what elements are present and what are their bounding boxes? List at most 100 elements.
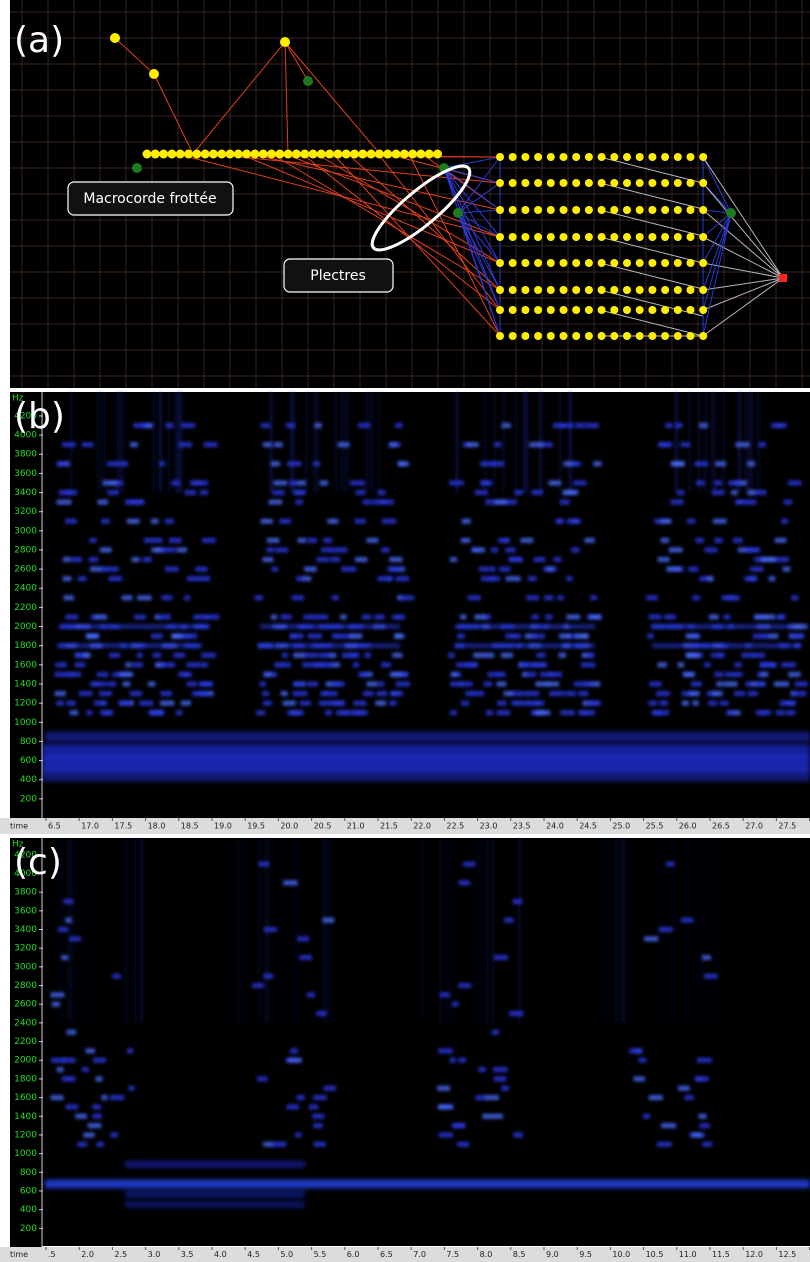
partial	[260, 518, 273, 524]
partial	[501, 423, 511, 429]
y-tick-label: 800	[20, 737, 37, 747]
link	[443, 167, 501, 337]
partial	[566, 614, 581, 620]
y-tick-label: 1000	[14, 718, 37, 728]
partial	[590, 595, 597, 601]
partial	[493, 1076, 507, 1082]
grid-node	[534, 259, 543, 267]
partial	[684, 1095, 694, 1101]
partial	[287, 461, 302, 467]
partial	[306, 681, 319, 687]
partial	[195, 566, 208, 572]
partial	[526, 595, 539, 601]
string-node	[399, 149, 409, 159]
x-tick-label: 9.5	[579, 1250, 592, 1259]
partial	[374, 614, 385, 620]
partial	[697, 1057, 712, 1063]
grid-node	[572, 332, 581, 340]
partial	[479, 566, 489, 572]
partial	[457, 633, 465, 639]
grid-node	[661, 286, 670, 294]
y-tick-label: 2200	[14, 603, 37, 613]
partial	[51, 1001, 60, 1007]
partial	[494, 499, 507, 505]
partial	[540, 671, 547, 677]
partial	[103, 710, 112, 716]
partial	[303, 614, 314, 620]
y-axis-bg	[10, 838, 42, 1247]
partial	[696, 480, 705, 486]
string-node	[341, 149, 351, 159]
grid-node	[496, 332, 504, 340]
string-node	[391, 149, 401, 159]
string-node	[374, 149, 384, 159]
partial	[266, 537, 280, 543]
partial	[752, 633, 765, 639]
grid-node	[635, 233, 644, 241]
partial	[100, 700, 108, 706]
partial	[160, 691, 173, 697]
grid-node	[508, 259, 517, 267]
grid-node	[686, 206, 695, 214]
partial	[322, 917, 335, 923]
partial	[318, 652, 331, 658]
partial	[201, 652, 216, 658]
y-tick-label: 1400	[14, 679, 37, 689]
string-node	[350, 149, 359, 159]
grid-node	[496, 206, 504, 214]
partial	[680, 442, 691, 448]
partial	[736, 499, 743, 505]
partial	[527, 700, 541, 706]
string-node	[424, 149, 434, 159]
partial	[65, 671, 75, 677]
partial	[297, 537, 307, 543]
partial	[271, 566, 279, 572]
partial	[262, 691, 269, 697]
link	[702, 212, 732, 311]
string-node	[325, 149, 335, 159]
partial	[587, 652, 595, 658]
partial	[126, 518, 140, 524]
partial	[699, 1123, 710, 1129]
partial	[98, 691, 112, 697]
partial	[65, 917, 72, 923]
link	[192, 41, 286, 155]
partial	[533, 557, 546, 563]
grid-node	[559, 259, 568, 267]
partial	[256, 1076, 268, 1082]
link	[702, 277, 784, 311]
partial	[437, 1085, 450, 1091]
partial	[501, 1085, 509, 1091]
partial	[685, 652, 700, 658]
partial	[333, 700, 344, 706]
partial	[304, 566, 317, 572]
grid-node	[623, 206, 631, 214]
partial	[704, 547, 718, 553]
link	[702, 212, 732, 337]
y-tick-label: 4200	[14, 850, 37, 860]
partial	[173, 652, 186, 658]
link	[334, 155, 501, 337]
partial	[285, 423, 295, 429]
partial	[452, 1123, 466, 1129]
x-tick-label: 3.5	[181, 1250, 194, 1259]
x-tick-label: 3.0	[148, 1250, 161, 1259]
grid-node	[661, 206, 670, 214]
grid-node	[648, 206, 657, 214]
grid-node	[686, 153, 695, 161]
partial	[142, 423, 152, 429]
partial	[520, 662, 528, 668]
partial	[62, 624, 202, 630]
partial	[733, 671, 743, 677]
partial	[648, 1095, 663, 1101]
partial	[750, 566, 764, 572]
grid-node	[673, 179, 682, 187]
partial	[644, 936, 658, 942]
y-tick-label: 800	[20, 1168, 37, 1178]
partial	[136, 652, 143, 658]
low-band	[45, 1161, 810, 1208]
grid-node	[610, 332, 619, 340]
partial	[534, 700, 545, 706]
time-strip	[0, 1247, 810, 1262]
